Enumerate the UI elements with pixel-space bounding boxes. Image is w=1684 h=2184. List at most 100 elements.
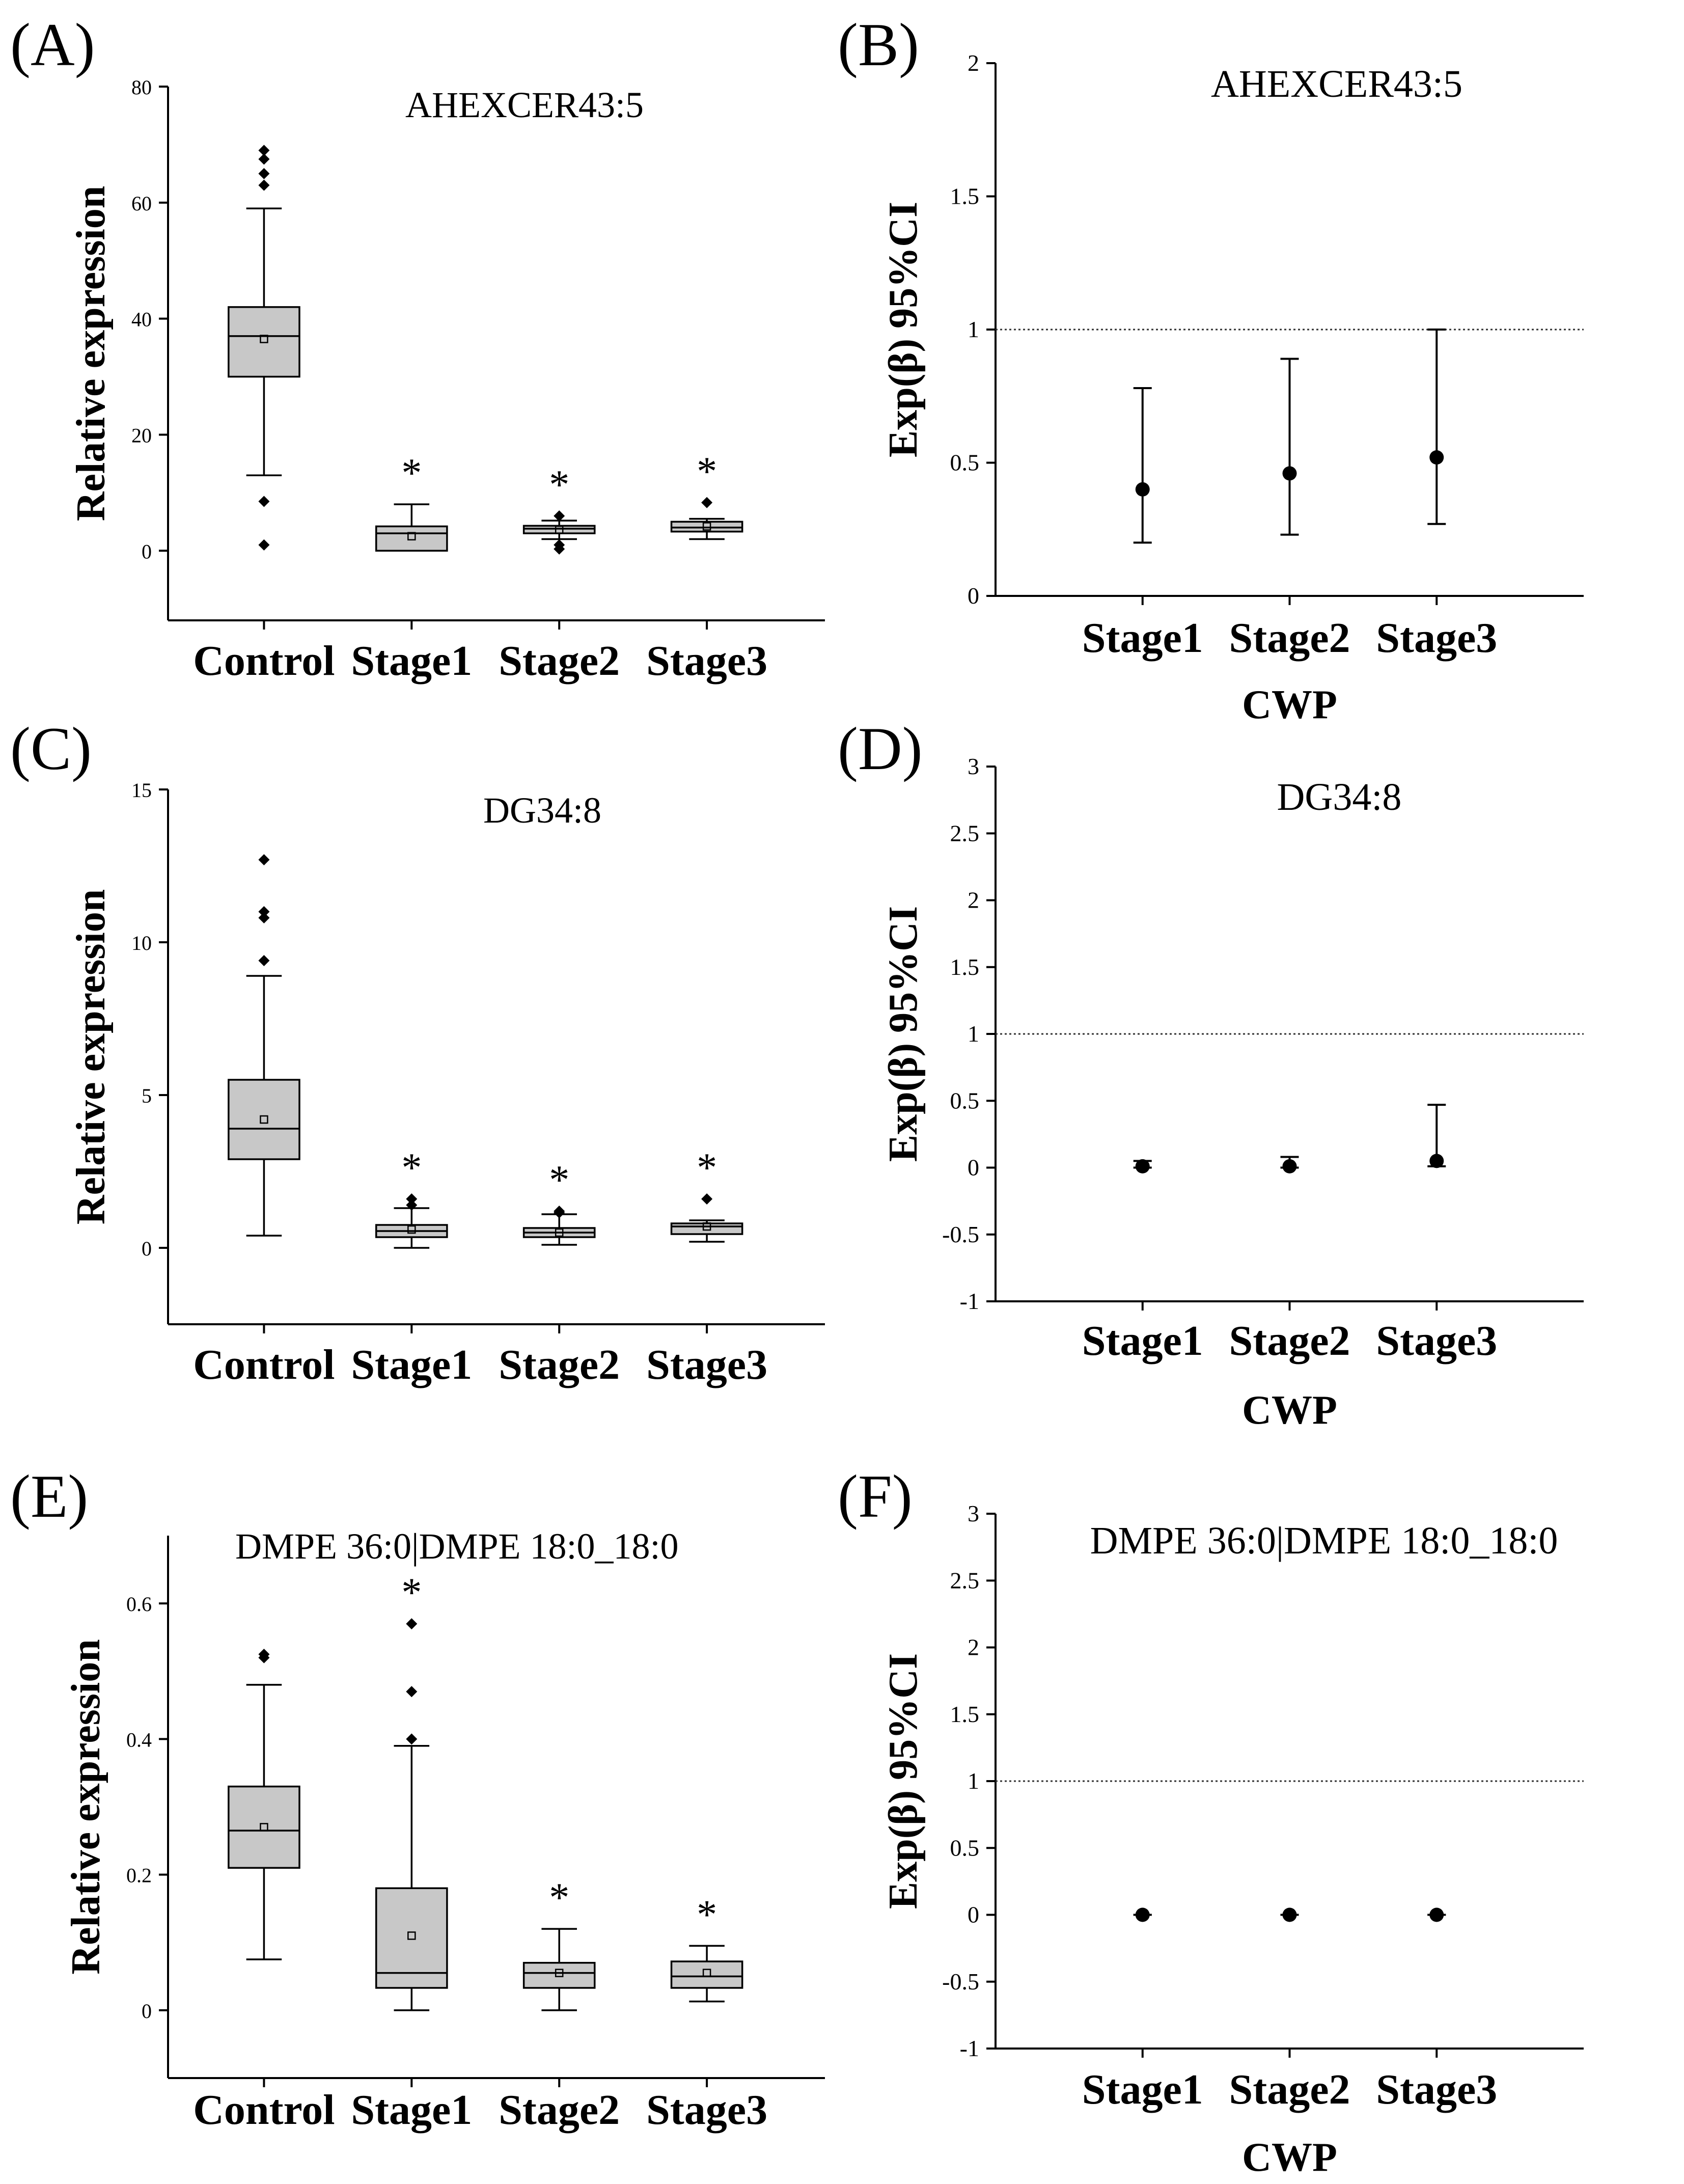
box-stage1: * [375, 451, 448, 552]
significance-star: * [697, 1145, 717, 1190]
y-axis-title: Relative expression [64, 1639, 108, 1974]
ci-stage1 [1133, 387, 1152, 544]
y-tick-label: 10 [131, 932, 152, 954]
box-stage2: * [522, 462, 596, 555]
box-iqr [228, 1079, 300, 1160]
chart-title: DMPE 36:0|DMPE 18:0_18:0 [1090, 1519, 1558, 1562]
box-stage2: * [522, 1875, 596, 2011]
box-iqr [375, 525, 448, 552]
x-category-label: Stage2 [499, 637, 620, 685]
significance-star: * [549, 1158, 569, 1203]
panel-label-c: (C) [10, 715, 92, 782]
ci-estimate-point [1429, 1907, 1444, 1922]
y-tick-label: -1 [960, 1288, 979, 1314]
y-tick-label: -0.5 [942, 1969, 979, 1995]
chart-title: DG34:8 [483, 790, 601, 831]
ci-stage3 [1427, 329, 1446, 525]
x-category-label: Stage3 [1376, 1317, 1497, 1364]
box-control [228, 145, 300, 551]
x-category-label: Control [193, 637, 335, 685]
box-mean [702, 1222, 711, 1231]
box-stage1: * [375, 1145, 448, 1249]
x-axis-title: CWP [1242, 2135, 1337, 2180]
chart-a-box-plot: 0 20 40 60 80 AHEXCER43:5 Relative expression C… [69, 76, 825, 685]
x-category-label: Stage3 [646, 1341, 767, 1388]
outlier-point [701, 497, 713, 508]
outlier-point [406, 1686, 418, 1698]
y-tick-label: 1 [968, 1768, 979, 1794]
x-category-label: Stage3 [1376, 614, 1497, 662]
chart-title: DG34:8 [1277, 776, 1402, 818]
box-stage3: * [670, 1892, 743, 2003]
box-stage3: * [670, 1145, 743, 1243]
significance-star: * [549, 1875, 569, 1920]
y-tick-label: 2 [968, 887, 979, 913]
ci-estimate-point [1282, 1159, 1297, 1173]
box-mean [555, 1228, 564, 1237]
x-category-label: Stage3 [646, 637, 767, 685]
x-category-label: Stage2 [1229, 1317, 1350, 1364]
y-axis-title: Relative expression [69, 186, 114, 521]
y-tick-label: 0 [968, 583, 979, 609]
y-tick-label: 0.5 [950, 1087, 980, 1113]
x-axis-title: CWP [1242, 683, 1337, 727]
outlier-point [258, 854, 270, 865]
y-tick-label: 0.2 [126, 1864, 152, 1887]
chart-c-box-plot: 0 5 10 15 DG34:8 Relative expression Control St… [69, 779, 825, 1388]
box-mean [260, 335, 268, 343]
ci-stage2 [1280, 1156, 1299, 1173]
ci-estimate-point [1429, 1154, 1444, 1168]
box-mean [260, 1115, 268, 1124]
outlier-point [406, 1733, 418, 1745]
y-tick-label: 0 [142, 2000, 152, 2023]
panel-label-d: (D) [838, 715, 923, 782]
ci-stage1 [1133, 1907, 1152, 1922]
ci-stage1 [1133, 1159, 1152, 1173]
y-tick-label: 5 [142, 1084, 152, 1107]
y-tick-label: 1.5 [950, 1701, 980, 1727]
y-tick-label: 20 [131, 424, 152, 447]
y-tick-label: 1 [968, 1021, 979, 1047]
outlier-point [258, 179, 270, 191]
y-tick-label: 0 [968, 1155, 979, 1181]
y-tick-label: 80 [131, 76, 152, 99]
ci-estimate-point [1135, 1159, 1150, 1173]
y-tick-label: 2.5 [950, 1567, 980, 1593]
ci-estimate-point [1282, 1907, 1297, 1922]
y-axis-title: Relative expression [69, 889, 114, 1224]
x-category-label: Stage3 [646, 2086, 767, 2134]
outlier-point [258, 539, 270, 551]
y-tick-label: 0 [142, 1237, 152, 1260]
outlier-point [258, 153, 270, 165]
x-category-label: Stage1 [1082, 2066, 1203, 2113]
ci-stage3 [1427, 1907, 1446, 1922]
y-tick-label: 0 [142, 540, 152, 563]
significance-star: * [401, 451, 422, 496]
x-category-label: Stage2 [499, 1341, 620, 1388]
panel-label-b: (B) [838, 11, 919, 78]
box-iqr [522, 1961, 596, 1989]
x-category-label: Stage2 [499, 2086, 620, 2134]
x-category-label: Stage2 [1229, 2066, 1350, 2113]
box-iqr [670, 1222, 743, 1235]
y-tick-label: 0.4 [126, 1728, 152, 1751]
outlier-point [554, 510, 565, 522]
box-control [228, 1648, 300, 1960]
box-mean [260, 1823, 268, 1832]
x-category-label: Control [193, 2086, 335, 2134]
chart-d-ci-plot: -1 -0.5 0 0.5 1 1.5 2 2.5 3 DG34:8 Exp(β) 95%CI CWP… [881, 753, 1584, 1433]
box-mean [407, 1931, 416, 1940]
y-tick-label: 0 [968, 1902, 979, 1928]
outlier-point [258, 1648, 270, 1660]
x-category-label: Stage2 [1229, 614, 1350, 662]
outlier-point [258, 168, 270, 179]
outlier-point [406, 1199, 418, 1211]
chart-title: DMPE 36:0|DMPE 18:0_18:0 [235, 1526, 679, 1567]
box-stage1: * [375, 1570, 448, 2011]
y-tick-label: 1 [968, 316, 979, 342]
y-tick-label: -1 [960, 2035, 979, 2061]
chart-b-ci-plot: 0 0.5 1 1.5 2 AHEXCER43:5 Exp(β) 95%CI CWP Stage… [881, 50, 1584, 727]
box-iqr [228, 306, 300, 378]
x-category-label: Stage3 [1376, 2066, 1497, 2113]
